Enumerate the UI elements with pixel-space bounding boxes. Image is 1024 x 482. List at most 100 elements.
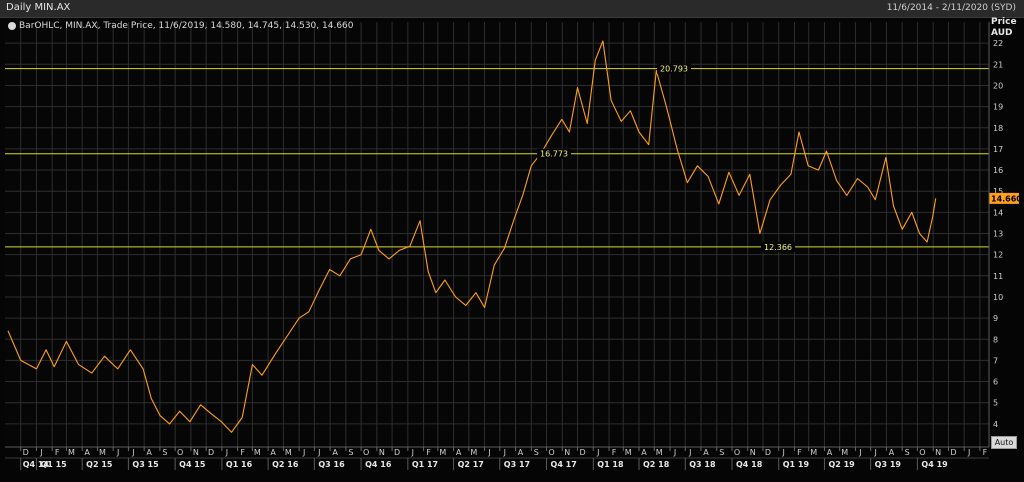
y-tick-label: 9 xyxy=(993,314,998,323)
x-month-label: A xyxy=(456,448,462,457)
x-month-label: F xyxy=(983,448,988,457)
x-month-label: J xyxy=(782,448,785,457)
x-month-label: J xyxy=(967,448,970,457)
horizontal-line-label: 12.366 xyxy=(764,243,792,252)
x-month-label: F xyxy=(797,448,802,457)
x-month-label: A xyxy=(703,448,709,457)
y-axis-ticks: 4 5 6 7 8 9 10 11 12 13 14 15 16 17 18 19 20 21 22 xyxy=(993,39,1003,429)
x-quarter-label: Q3 16 xyxy=(318,460,345,469)
x-month-label: D xyxy=(765,448,771,457)
x-month-label: A xyxy=(146,448,152,457)
x-quarter-label: Q1 16 xyxy=(226,460,253,469)
auto-scale-button[interactable]: Auto xyxy=(991,436,1017,449)
y-tick-label: 8 xyxy=(993,335,998,344)
x-month-label: D xyxy=(579,448,585,457)
x-month-label: O xyxy=(548,448,554,457)
x-month-label: M xyxy=(68,448,75,457)
x-quarter-label: Q2 18 xyxy=(643,460,670,469)
x-month-label: F xyxy=(55,448,60,457)
x-month-label: D xyxy=(208,448,214,457)
grid-lines xyxy=(5,22,989,447)
x-quarter-label: Q1 19 xyxy=(783,460,810,469)
x-month-label: O xyxy=(734,448,740,457)
x-quarter-label: Q1 15 xyxy=(40,460,67,469)
x-month-label: J xyxy=(39,448,42,457)
horizontal-line-labels: 20.793 16.773 12.366 xyxy=(537,63,795,252)
horizontal-line-label-bg xyxy=(657,63,691,74)
horizontal-line-label: 16.773 xyxy=(540,150,568,159)
y-tick-label: 11 xyxy=(993,272,1003,281)
x-month-label: F xyxy=(612,448,617,457)
x-quarter-label: Q2 16 xyxy=(272,460,299,469)
y-tick-label: 22 xyxy=(993,39,1003,48)
x-quarter-label: Q3 15 xyxy=(132,460,159,469)
x-quarter-label: Q2 17 xyxy=(458,460,484,469)
y-tick-label: 16 xyxy=(993,166,1003,175)
x-month-label: J xyxy=(225,448,228,457)
last-price-marker: 14.660 xyxy=(989,192,1022,204)
x-month-label: N xyxy=(935,448,941,457)
horizontal-line-label-bg xyxy=(761,241,795,252)
x-quarter-label: Q1 17 xyxy=(412,460,438,469)
x-month-label: J xyxy=(858,448,861,457)
x-month-label: A xyxy=(518,448,524,457)
x-quarter-label: Q1 18 xyxy=(597,460,624,469)
price-series-line xyxy=(7,40,937,433)
x-month-label: M xyxy=(470,448,477,457)
x-month-label: N xyxy=(193,448,199,457)
x-month-label: J xyxy=(487,448,490,457)
y-tick-label: 7 xyxy=(993,356,998,365)
x-month-label: J xyxy=(688,448,691,457)
x-month-label: M xyxy=(439,448,446,457)
x-month-label: D xyxy=(23,448,29,457)
x-quarter-label: Q3 19 xyxy=(875,460,902,469)
x-month-label: S xyxy=(162,448,167,457)
x-month-label: D xyxy=(950,448,956,457)
x-month-label: M xyxy=(99,448,106,457)
x-month-label: A xyxy=(889,448,895,457)
x-month-label: M xyxy=(841,448,848,457)
x-month-label: J xyxy=(874,448,877,457)
x-month-label: O xyxy=(177,448,183,457)
x-quarter-label: Q4 17 xyxy=(551,460,577,469)
y-tick-label: 21 xyxy=(993,60,1003,69)
x-month-label: M xyxy=(254,448,261,457)
x-month-label: A xyxy=(84,448,90,457)
legend-circle-icon xyxy=(8,22,16,30)
x-month-label: A xyxy=(827,448,833,457)
x-month-label: A xyxy=(332,448,338,457)
horizontal-line-label: 20.793 xyxy=(660,65,688,74)
x-quarter-label: Q4 19 xyxy=(921,460,948,469)
x-quarter-label: Q2 15 xyxy=(86,460,113,469)
x-month-label: O xyxy=(919,448,925,457)
x-month-label: A xyxy=(270,448,276,457)
x-month-label: F xyxy=(426,448,431,457)
last-price-box xyxy=(989,192,1019,204)
y-tick-label: 15 xyxy=(993,187,1003,196)
y-tick-label: 10 xyxy=(993,293,1003,302)
x-month-label: J xyxy=(131,448,134,457)
x-month-label: M xyxy=(285,448,292,457)
y-tick-label: 17 xyxy=(993,145,1003,154)
x-month-label: J xyxy=(596,448,599,457)
x-quarter-label: Q3 18 xyxy=(689,460,716,469)
y-axis-unit: AUD xyxy=(991,28,1013,38)
x-month-label: S xyxy=(534,448,539,457)
x-month-label: J xyxy=(503,448,506,457)
x-month-label: S xyxy=(348,448,353,457)
x-quarter-label: Q3 17 xyxy=(504,460,530,469)
x-month-label: F xyxy=(240,448,245,457)
x-month-label: M xyxy=(625,448,632,457)
y-tick-label: 12 xyxy=(993,251,1003,260)
last-price-label: 14.660 xyxy=(991,194,1022,203)
x-month-label: M xyxy=(656,448,663,457)
x-month-label: J xyxy=(116,448,119,457)
x-month-label: J xyxy=(317,448,320,457)
x-month-label: S xyxy=(905,448,910,457)
series-legend[interactable]: BarOHLC, MIN.AX, Trade Price, 11/6/2019,… xyxy=(8,21,354,31)
x-month-label: J xyxy=(302,448,305,457)
chart-title: Daily MIN.AX xyxy=(6,2,71,13)
y-tick-label: 4 xyxy=(993,420,998,429)
